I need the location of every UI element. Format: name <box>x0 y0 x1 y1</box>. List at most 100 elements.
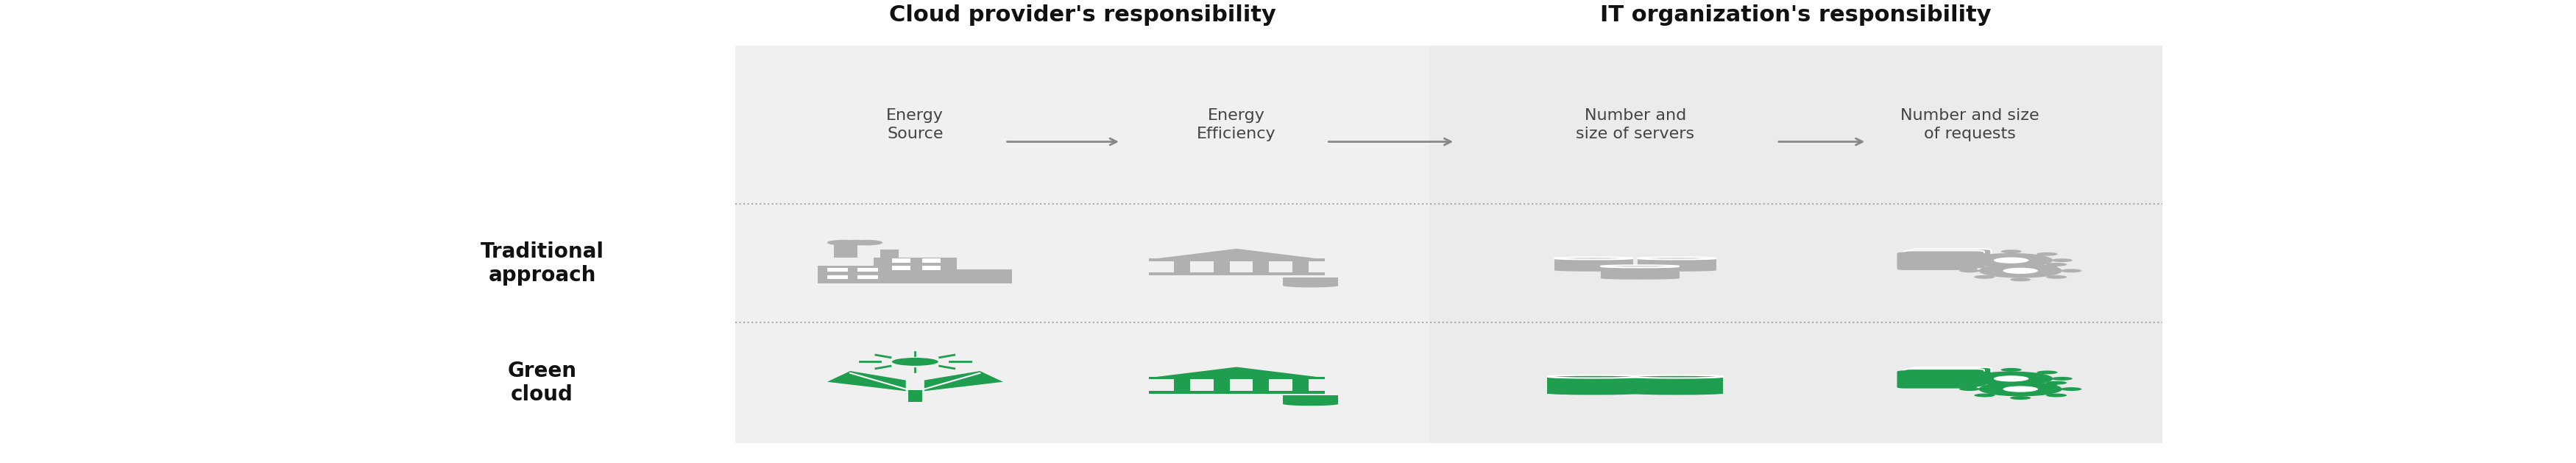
Circle shape <box>1965 370 1986 374</box>
Ellipse shape <box>1283 284 1340 288</box>
Circle shape <box>2050 377 2074 381</box>
FancyBboxPatch shape <box>835 245 858 257</box>
FancyBboxPatch shape <box>922 266 940 270</box>
FancyBboxPatch shape <box>1293 260 1309 273</box>
Circle shape <box>827 240 860 245</box>
FancyBboxPatch shape <box>1252 260 1270 273</box>
Text: Energy
Efficiency: Energy Efficiency <box>1198 108 1275 141</box>
Text: IT organization's responsibility: IT organization's responsibility <box>1600 4 1991 25</box>
FancyBboxPatch shape <box>1896 252 1978 270</box>
FancyBboxPatch shape <box>1904 250 1984 269</box>
Text: Cloud provider's responsibility: Cloud provider's responsibility <box>889 4 1275 25</box>
Ellipse shape <box>1283 396 1340 400</box>
Circle shape <box>2002 386 2022 389</box>
Circle shape <box>2061 387 2081 391</box>
Ellipse shape <box>1283 278 1340 282</box>
FancyBboxPatch shape <box>1283 401 1340 404</box>
Circle shape <box>1971 371 2053 386</box>
Circle shape <box>2045 275 2066 279</box>
Circle shape <box>1965 252 1986 256</box>
Ellipse shape <box>1631 392 1723 395</box>
Polygon shape <box>827 371 907 391</box>
Circle shape <box>891 358 938 366</box>
Circle shape <box>2009 378 2030 382</box>
FancyBboxPatch shape <box>1149 377 1324 380</box>
Ellipse shape <box>1600 277 1680 280</box>
FancyBboxPatch shape <box>1213 260 1229 273</box>
Ellipse shape <box>1638 257 1716 259</box>
Ellipse shape <box>1631 375 1723 378</box>
Circle shape <box>2038 252 2058 256</box>
Circle shape <box>2009 278 2030 282</box>
Ellipse shape <box>1600 265 1680 268</box>
Circle shape <box>2004 386 2038 392</box>
FancyBboxPatch shape <box>873 257 956 284</box>
FancyBboxPatch shape <box>734 46 1430 443</box>
Circle shape <box>1960 387 1981 391</box>
Ellipse shape <box>1553 269 1633 271</box>
Circle shape <box>1973 263 1994 266</box>
Polygon shape <box>925 371 1002 391</box>
Ellipse shape <box>1548 375 1641 378</box>
Circle shape <box>1994 257 2030 263</box>
Circle shape <box>840 240 871 245</box>
Circle shape <box>1978 382 2063 396</box>
FancyBboxPatch shape <box>1283 277 1340 280</box>
FancyBboxPatch shape <box>891 259 909 263</box>
Polygon shape <box>1149 249 1324 259</box>
FancyBboxPatch shape <box>1175 379 1190 392</box>
Circle shape <box>1973 381 1994 385</box>
FancyBboxPatch shape <box>1149 259 1324 261</box>
FancyBboxPatch shape <box>1638 258 1716 270</box>
Circle shape <box>2002 250 2022 253</box>
FancyBboxPatch shape <box>1548 376 1641 394</box>
Circle shape <box>2009 260 2030 264</box>
FancyBboxPatch shape <box>922 259 940 263</box>
Circle shape <box>1950 258 1971 262</box>
Circle shape <box>1960 269 1981 273</box>
FancyBboxPatch shape <box>827 275 848 279</box>
FancyBboxPatch shape <box>1283 280 1340 283</box>
FancyBboxPatch shape <box>881 250 899 257</box>
Text: Energy
Source: Energy Source <box>886 108 943 141</box>
Text: Number and
size of servers: Number and size of servers <box>1577 108 1695 141</box>
FancyBboxPatch shape <box>1911 249 1991 267</box>
Circle shape <box>2050 258 2074 262</box>
Circle shape <box>2045 394 2066 397</box>
Text: Traditional
approach: Traditional approach <box>479 241 603 286</box>
Circle shape <box>2045 381 2066 385</box>
Ellipse shape <box>1553 257 1633 259</box>
Circle shape <box>1971 253 2053 268</box>
Ellipse shape <box>1283 281 1340 285</box>
Circle shape <box>2061 269 2081 273</box>
FancyBboxPatch shape <box>1553 258 1633 270</box>
Ellipse shape <box>1638 269 1716 271</box>
Circle shape <box>2004 268 2038 274</box>
Circle shape <box>850 240 884 245</box>
FancyBboxPatch shape <box>1430 46 2161 443</box>
Circle shape <box>1994 375 2030 382</box>
Circle shape <box>2038 370 2058 374</box>
FancyBboxPatch shape <box>1911 367 1991 385</box>
FancyBboxPatch shape <box>858 275 878 279</box>
FancyBboxPatch shape <box>1896 370 1978 388</box>
Circle shape <box>2009 396 2030 400</box>
Circle shape <box>2002 368 2022 372</box>
FancyBboxPatch shape <box>817 266 878 284</box>
FancyBboxPatch shape <box>1283 283 1340 286</box>
FancyBboxPatch shape <box>948 269 1012 284</box>
FancyBboxPatch shape <box>891 266 909 270</box>
Circle shape <box>1973 394 1994 397</box>
Polygon shape <box>1149 367 1324 378</box>
Circle shape <box>2045 263 2066 266</box>
FancyBboxPatch shape <box>827 268 848 272</box>
Circle shape <box>1965 383 1986 387</box>
FancyBboxPatch shape <box>909 390 922 402</box>
FancyBboxPatch shape <box>1149 391 1324 394</box>
Circle shape <box>1973 275 1994 279</box>
FancyBboxPatch shape <box>1175 260 1190 273</box>
Text: Green
cloud: Green cloud <box>507 361 577 405</box>
Circle shape <box>1965 265 1986 269</box>
FancyBboxPatch shape <box>858 268 878 272</box>
Text: Number and size
of requests: Number and size of requests <box>1901 108 2040 141</box>
